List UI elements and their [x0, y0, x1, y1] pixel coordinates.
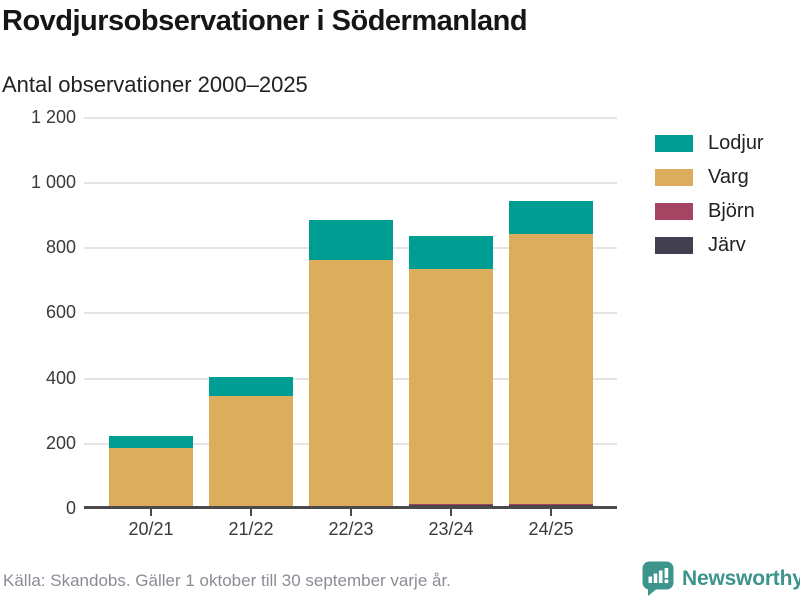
gridline-1000	[84, 182, 617, 184]
x-axis-line	[84, 506, 617, 509]
newsworthy-icon	[642, 561, 674, 596]
legend-label: Björn	[708, 200, 755, 222]
bar-segment-varg-20/21	[109, 448, 193, 506]
x-tick-label: 21/22	[228, 519, 274, 539]
bar-segment-järv-24/25	[509, 505, 593, 506]
bar-20/21	[109, 117, 193, 506]
bar-segment-björn-23/24	[409, 504, 493, 506]
bar-21/22	[209, 117, 293, 506]
legend-item-jarv: Järv	[655, 234, 764, 257]
legend-item-bjorn: Björn	[655, 200, 764, 223]
bar-segment-varg-23/24	[409, 269, 493, 505]
x-tick	[550, 509, 552, 516]
bar-segment-varg-24/25	[509, 233, 593, 505]
y-tick-label: 600	[45, 302, 76, 322]
y-tick-label: 400	[45, 368, 76, 388]
legend-swatch-bjorn	[655, 203, 693, 220]
bar-segment-lodjur-23/24	[409, 236, 493, 270]
bar-24/25	[509, 117, 593, 506]
x-tick	[450, 509, 452, 516]
x-tick-label: 24/25	[528, 519, 574, 539]
bar-22/23	[309, 117, 393, 506]
legend-label: Lodjur	[708, 132, 764, 154]
bar-segment-varg-21/22	[209, 395, 293, 506]
legend-swatch-jarv	[655, 237, 693, 254]
legend-swatch-lodjur	[655, 135, 693, 152]
bar-segment-lodjur-24/25	[509, 200, 593, 234]
bar-segment-varg-22/23	[309, 259, 393, 506]
chart-title: Rovdjursobservationer i Södermanland	[2, 5, 528, 37]
bar-segment-lodjur-21/22	[209, 377, 293, 396]
bar-segment-björn-24/25	[509, 504, 593, 506]
newsworthy-logo-link[interactable]: Newsworthy	[641, 560, 800, 597]
legend-item-varg: Varg	[655, 166, 764, 189]
bar-segment-lodjur-20/21	[109, 436, 193, 449]
source-note: Källa: Skandobs. Gäller 1 oktober till 3…	[3, 571, 451, 590]
legend-item-lodjur: Lodjur	[655, 132, 764, 155]
bar-segment-lodjur-22/23	[309, 220, 393, 260]
legend-swatch-varg	[655, 169, 693, 186]
y-tick-label: 0	[65, 498, 76, 518]
x-tick	[350, 509, 352, 516]
legend: Lodjur Varg Björn Järv	[655, 132, 764, 268]
y-tick-label: 1 000	[30, 172, 76, 192]
x-tick-label: 20/21	[128, 519, 174, 539]
y-tick-label: 800	[45, 237, 76, 257]
x-tick	[150, 509, 152, 516]
x-tick	[250, 509, 252, 516]
bar-segment-järv-23/24	[409, 505, 493, 506]
x-tick-label: 23/24	[428, 519, 474, 539]
bar-23/24	[409, 117, 493, 506]
chart-subtitle: Antal observationer 2000–2025	[2, 72, 308, 97]
gridline-1200	[84, 117, 617, 119]
plot-area	[84, 117, 617, 516]
y-tick-label: 1 200	[30, 107, 76, 127]
legend-label: Varg	[708, 166, 749, 188]
x-tick-label: 22/23	[328, 519, 374, 539]
legend-label: Järv	[708, 234, 746, 256]
y-tick-label: 200	[45, 433, 76, 453]
newsworthy-wordmark: Newsworthy	[682, 566, 800, 590]
